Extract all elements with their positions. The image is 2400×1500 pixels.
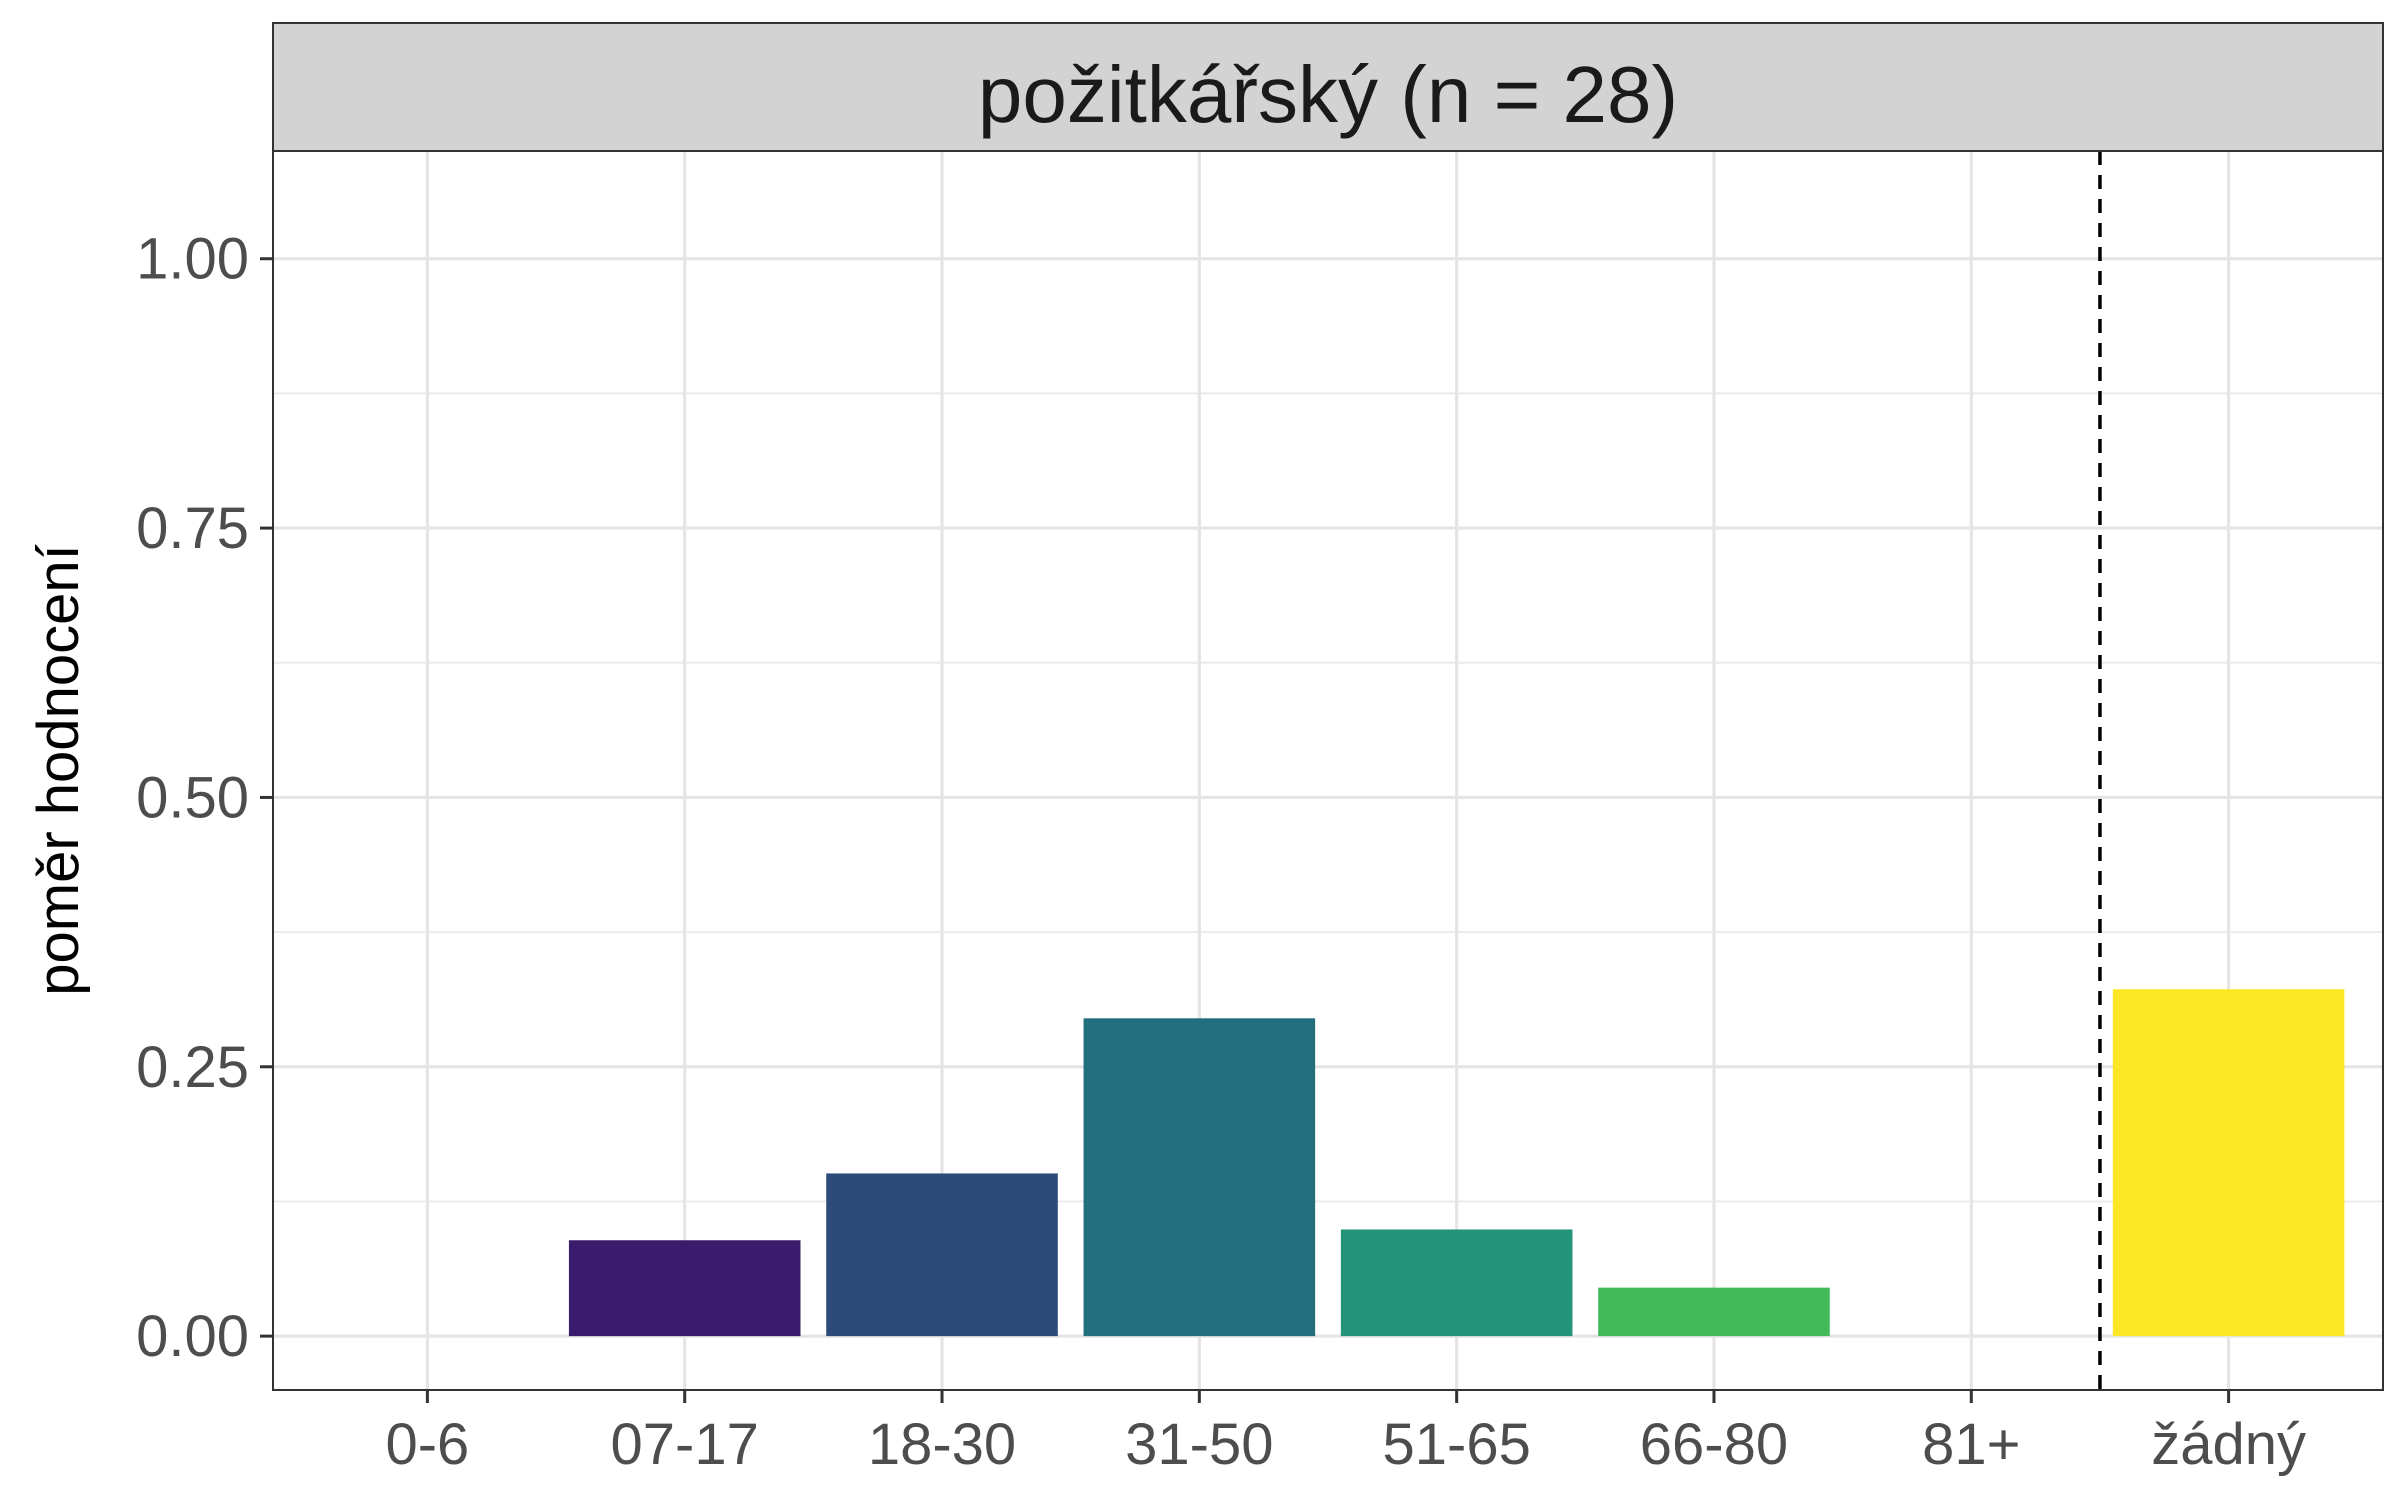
x-tick-label: 66-80 [1640,1412,1788,1477]
bars [568,989,2345,1337]
bar-51-65 [1340,1229,1573,1337]
y-axis: 0.00 0.25 0.50 0.75 1.00 [136,227,273,1369]
y-tick-label: 0.25 [136,1035,249,1100]
bar-žádný [2112,989,2345,1337]
x-tick-label: 31-50 [1125,1412,1273,1477]
panel-border [272,150,2384,1391]
bar-07-17 [568,1240,801,1337]
x-tick-label: 51-65 [1382,1412,1530,1477]
facet-strip [272,22,2384,152]
bar-18-30 [826,1173,1058,1337]
grid-lines [273,151,2383,1390]
x-axis: 0-6 07-17 18-30 31-50 51-65 66-80 81+ žádný [385,1390,2306,1477]
x-tick-label: 0-6 [385,1412,469,1477]
facet-title: požitkářský (n = 28) [978,50,1678,139]
bar-31-50 [1083,1018,1316,1337]
y-tick-label: 1.00 [136,227,249,292]
bar-66-80 [1598,1287,1830,1337]
y-tick-label: 0.00 [136,1304,249,1369]
x-tick-label: 07-17 [611,1412,759,1477]
x-tick-label: žádný [2151,1412,2306,1477]
y-tick-label: 0.75 [136,496,249,561]
y-axis-title: poměr hodnocení [26,544,91,995]
x-tick-label: 18-30 [868,1412,1016,1477]
y-tick-label: 0.50 [136,765,249,830]
x-tick-label: 81+ [1922,1412,2020,1477]
